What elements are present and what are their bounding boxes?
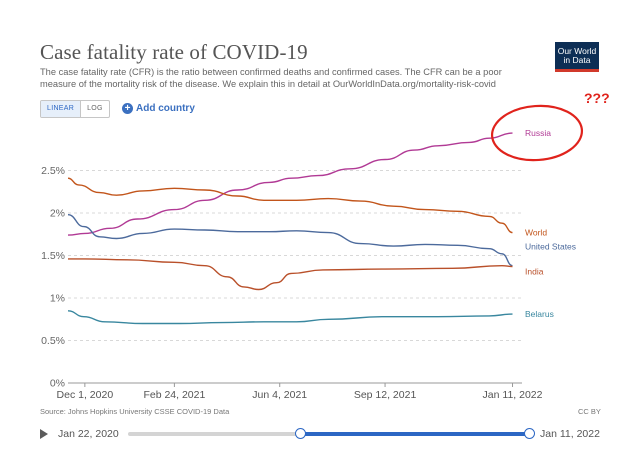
y-tick-label: 2% (50, 208, 65, 220)
y-tick-label: 1% (50, 293, 65, 305)
y-tick-label: 0.5% (41, 335, 65, 347)
license-label[interactable]: CC BY (578, 407, 601, 416)
timeline-selected-range (300, 432, 530, 436)
x-tick-label: Dec 1, 2020 (57, 389, 114, 401)
series-label-russia: Russia (525, 128, 551, 138)
x-tick-label: Jan 11, 2022 (483, 389, 543, 401)
series-line-russia (67, 132, 513, 236)
timeline-start-handle[interactable] (294, 428, 306, 439)
y-tick-label: 1.5% (41, 250, 65, 262)
annotation-circle (490, 104, 584, 162)
linear-scale-button[interactable]: LINEAR (41, 101, 82, 117)
x-tick-label: Sep 12, 2021 (354, 389, 417, 401)
chart-subtitle: The case fatality rate (CFR) is the rati… (40, 67, 502, 89)
plus-icon: + (122, 102, 133, 114)
series-line-world (67, 177, 513, 234)
question-marks-annotation: ??? (584, 90, 610, 106)
scale-toggle: LINEAR LOG (40, 100, 110, 118)
x-tick-label: Feb 24, 2021 (143, 389, 205, 401)
owid-logo[interactable]: Our World in Data (555, 42, 599, 72)
logo-line-2: in Data (563, 55, 591, 65)
series-label-united-states-line1: United States (525, 242, 576, 252)
timeline: Jan 22, 2020 Jan 11, 2022 (0, 424, 640, 444)
timeline-track[interactable] (128, 428, 535, 439)
play-icon[interactable] (40, 429, 48, 439)
x-tick-label: Jun 4, 2021 (252, 389, 307, 401)
y-tick-label: 2.5% (41, 165, 65, 177)
add-country-button[interactable]: + Add country (122, 100, 195, 116)
logo-line-1: Our World (557, 46, 597, 56)
series-line-belarus (67, 310, 513, 325)
series-line-india (68, 258, 513, 291)
timeline-end-handle[interactable] (524, 428, 535, 439)
series-label-india: India (525, 267, 544, 277)
log-scale-button[interactable]: LOG (87, 105, 103, 112)
series-line-united-states (67, 214, 513, 267)
timeline-end-date: Jan 11, 2022 (540, 428, 600, 440)
add-country-label: Add country (136, 102, 195, 114)
chart-title: Case fatality rate of COVID-19 (40, 40, 308, 64)
series-label-world: World (525, 228, 547, 238)
timeline-start-date: Jan 22, 2020 (58, 428, 119, 440)
source-note[interactable]: Source: Johns Hopkins University CSSE CO… (40, 407, 230, 416)
series-label-belarus: Belarus (525, 309, 554, 319)
y-tick-label: 0% (50, 378, 65, 390)
